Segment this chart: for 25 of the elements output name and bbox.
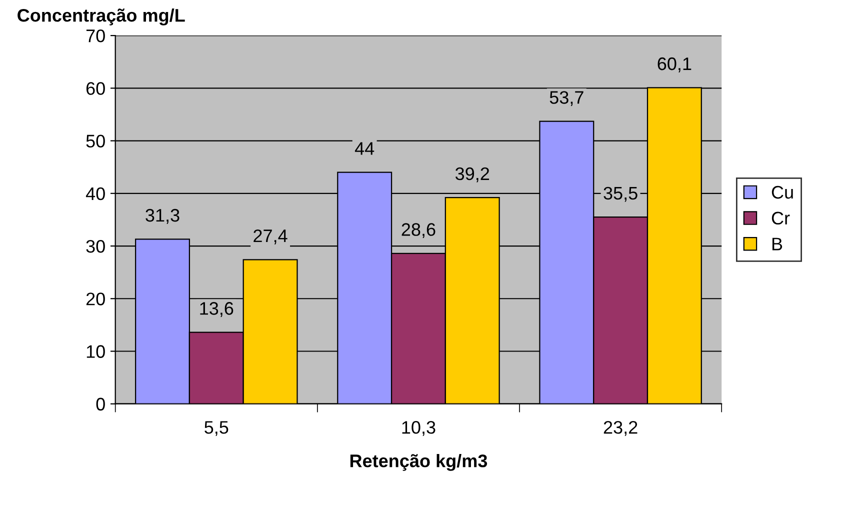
x-tick-label: 5,5 <box>204 421 228 436</box>
legend-label: Cr <box>772 212 790 225</box>
data-label: 53,7 <box>550 91 584 106</box>
y-tick-label: 40 <box>86 187 105 200</box>
chart-title: Concentração mg/L <box>18 8 185 26</box>
data-label: 39,2 <box>455 167 490 182</box>
y-tick-label: 50 <box>86 134 105 148</box>
data-label: 31,3 <box>146 208 180 224</box>
data-label: 28,6 <box>402 223 436 238</box>
data-label: 35,5 <box>604 186 638 202</box>
data-label: 13,6 <box>200 302 234 317</box>
x-tick-label: 23,2 <box>604 421 638 436</box>
legend-label: B <box>772 238 782 250</box>
data-label: 44 <box>354 142 374 155</box>
y-tick-label: 10 <box>86 345 105 358</box>
data-label: 27,4 <box>254 229 288 244</box>
y-tick-label: 20 <box>86 292 105 306</box>
y-tick-label: 70 <box>86 29 105 42</box>
legend-label: Cu <box>772 186 793 199</box>
x-tick-label: 10,3 <box>402 421 436 436</box>
x-axis-title: Retenção kg/m3 <box>350 454 488 471</box>
data-label: 60,1 <box>658 57 692 72</box>
y-tick-label: 30 <box>86 240 105 253</box>
y-tick-label: 60 <box>86 82 105 95</box>
y-tick-label: 0 <box>96 398 105 411</box>
